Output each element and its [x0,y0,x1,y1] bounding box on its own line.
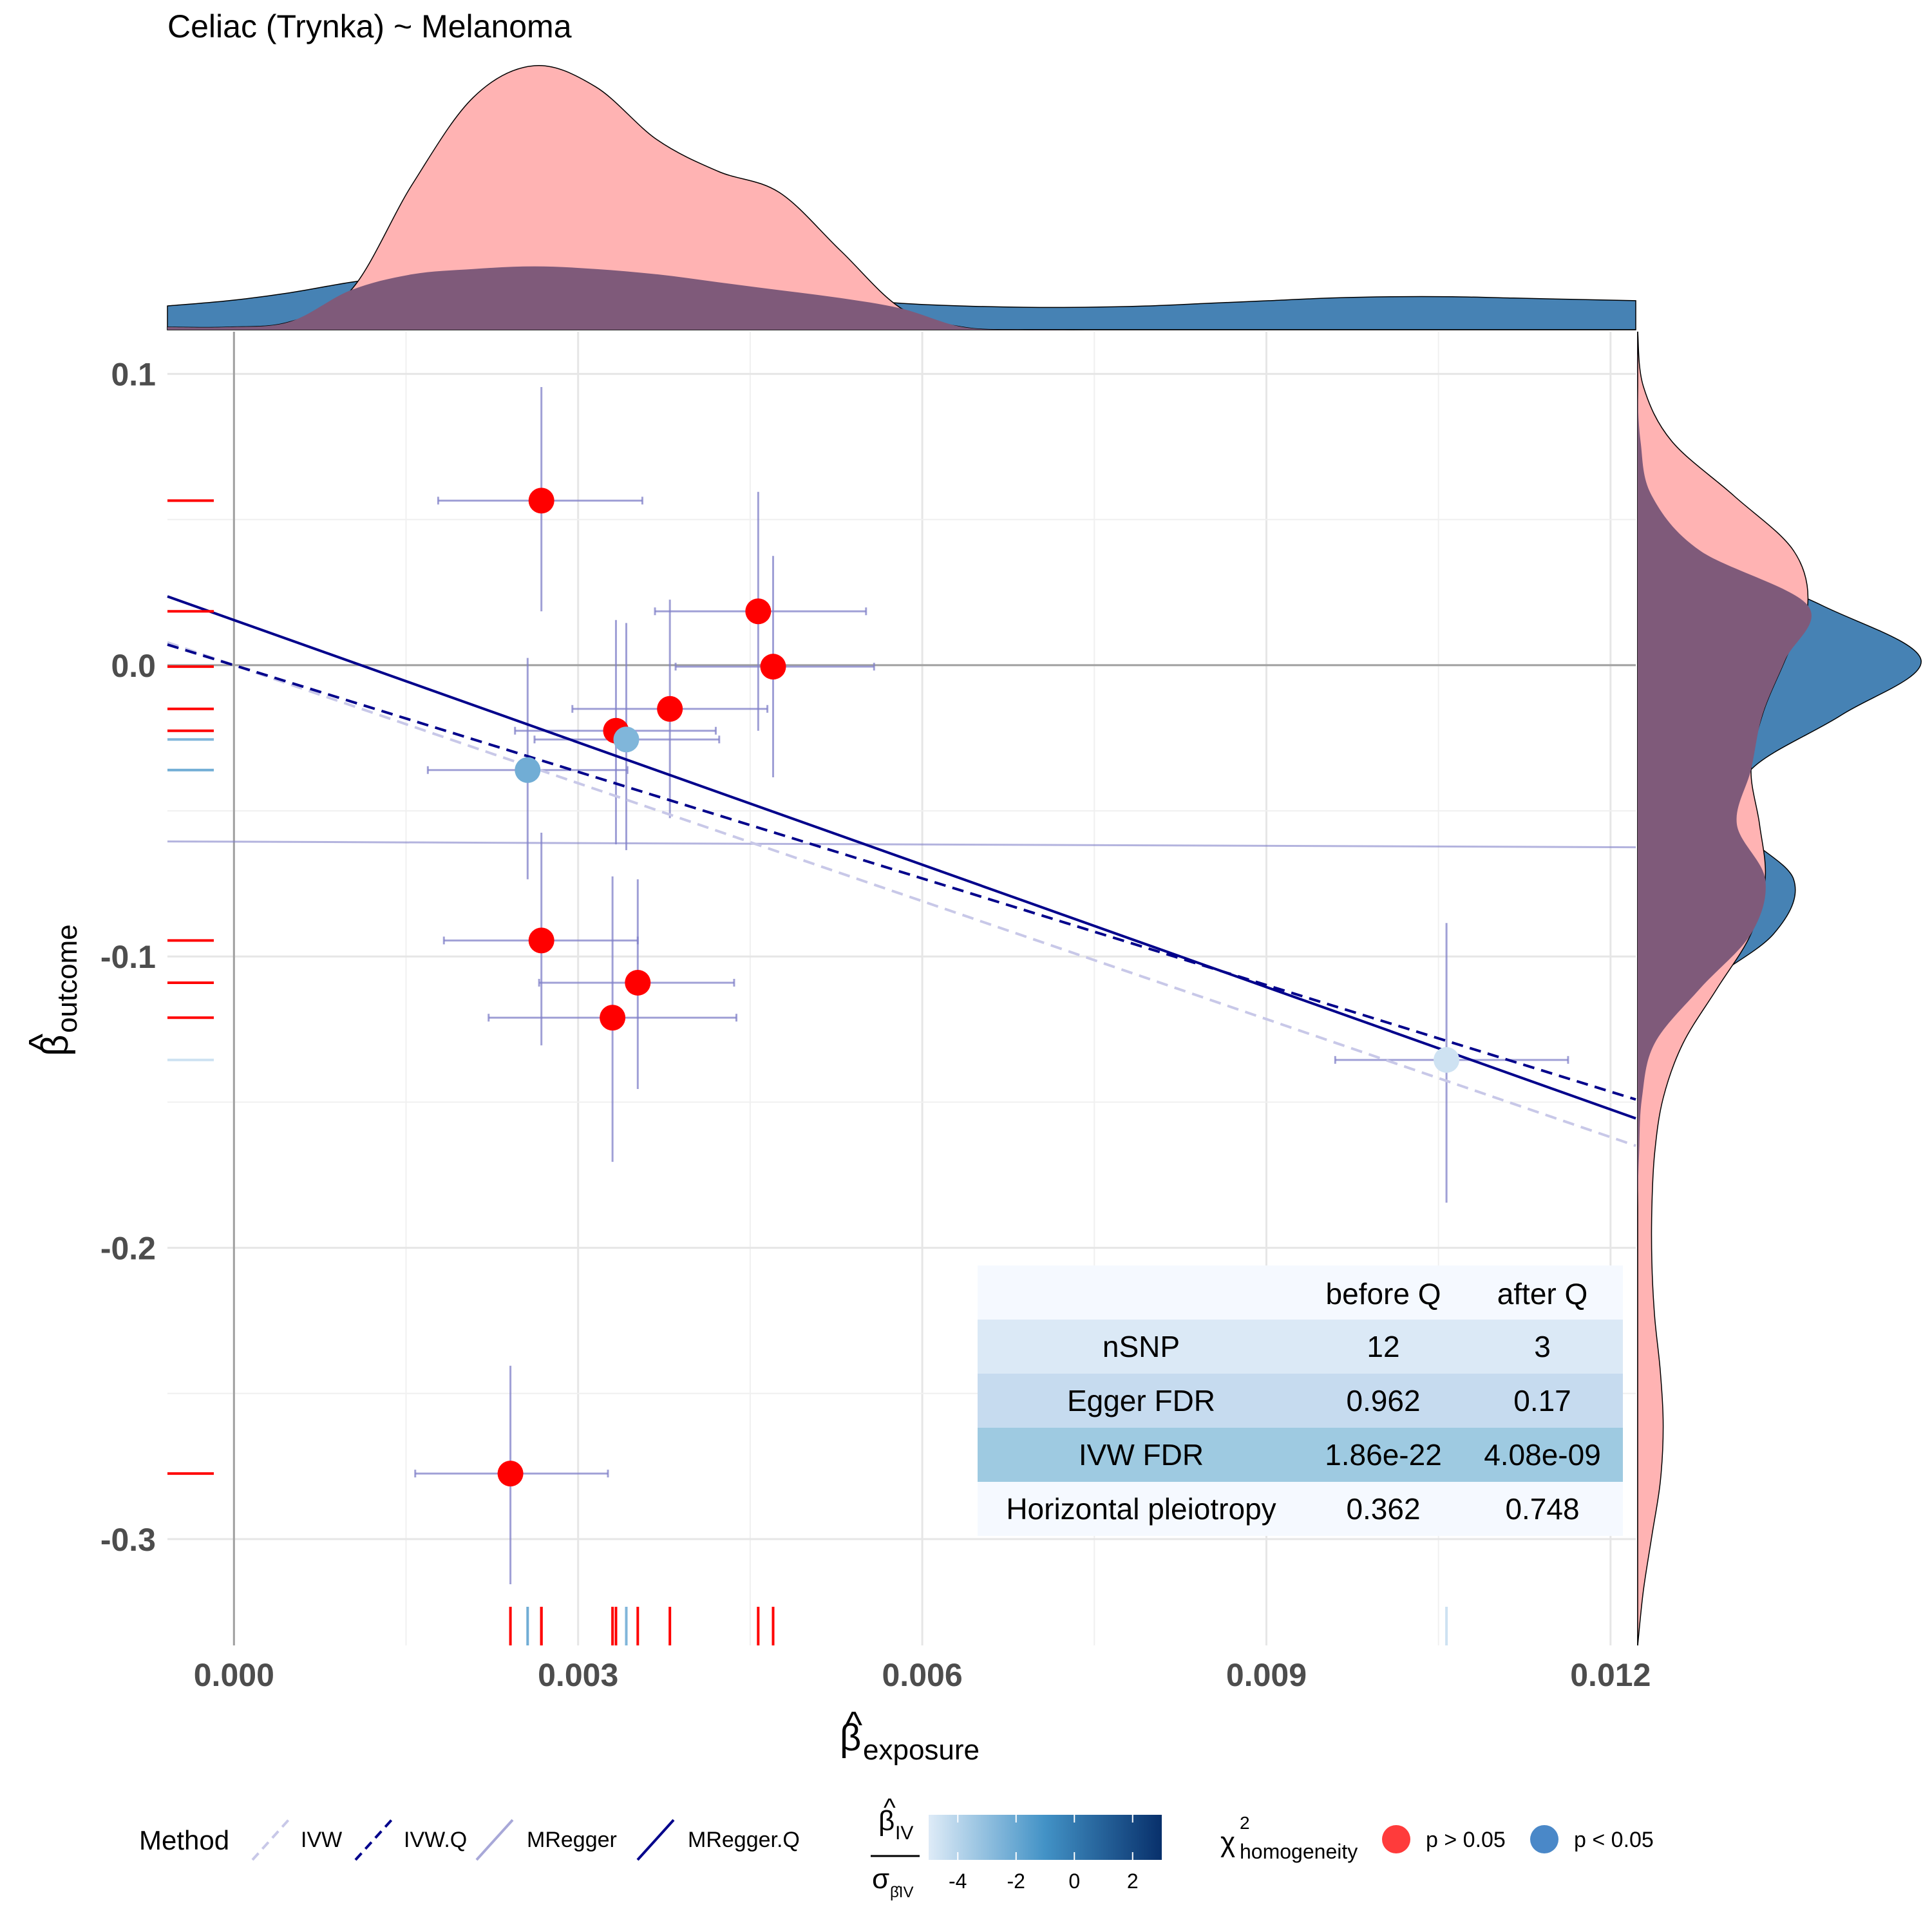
y-axis-title: ^ β outcome [21,924,83,1056]
colorbar [929,1815,1162,1860]
legend-key-red-point [1382,1825,1410,1853]
error-bar-horizontal-long [167,840,1636,849]
table-row-before: 0.362 [1346,1492,1420,1526]
table-row-after: 0.17 [1513,1384,1571,1417]
legend-label-mregger-q: MRegger.Q [688,1828,800,1852]
legend-colorbar: ^ β IV σ β̂IV -4 -2 0 2 [871,1794,1162,1901]
regression-line-ivw [167,641,1636,1148]
table-band-nsnp [978,1320,1623,1374]
legend-label-p-gt: p > 0.05 [1426,1828,1506,1852]
table-row-before: 1.86e-22 [1325,1438,1442,1472]
data-point [528,927,554,954]
x-tick-label: 0.000 [194,1657,274,1693]
density-top-overlap [167,266,1636,330]
data-point [497,1461,524,1487]
svg-text:^: ^ [21,1034,63,1051]
colorbar-title-den-sub: β̂IV [890,1884,913,1901]
x-axis-title-main: β [840,1717,861,1759]
y-tick-label: -0.1 [100,939,156,975]
table-row-label: nSNP [1103,1330,1180,1363]
y-tick-label: -0.2 [100,1231,156,1267]
y-tick-label: 0.1 [111,357,156,393]
svg-text:^: ^ [884,1794,896,1822]
data-point [528,488,554,514]
y-axis-title-sub: outcome [52,924,83,1033]
legend-key-ivw [251,1819,290,1861]
chi-title-sup: 2 [1240,1813,1250,1833]
density-right-overlap [1637,332,1812,1645]
zero-axis-lines [167,332,1636,1645]
colorbar-title-num-main: β [878,1805,895,1837]
right-density-panel [1636,331,1922,1646]
table-row-after: 4.08e-09 [1484,1438,1601,1472]
legend-homogeneity: χ 2 homogeneity p > 0.05 p < 0.05 [1220,1813,1654,1863]
table-row-after: 3 [1534,1330,1551,1363]
data-point [625,969,651,996]
table-row-before: 0.962 [1346,1384,1420,1417]
table-row-label: IVW FDR [1079,1438,1204,1472]
chart-title: Celiac (Trynka) ~ Melanoma [167,8,572,44]
legend-key-mregger [475,1819,514,1861]
grid-lines [167,332,1636,1645]
table-band-egger [978,1374,1623,1428]
top-density-panel [167,64,1636,331]
data-points [497,488,1460,1487]
tick-labels: 0.000 0.003 0.006 0.009 0.012 0.1 0.0 -0.1 -0.2 -… [100,357,1651,1693]
data-point [600,1005,626,1031]
legend-key-blue-point [1530,1825,1558,1853]
colorbar-tick-label: -2 [1007,1870,1025,1893]
x-tick-label: 0.006 [882,1657,963,1693]
x-tick-label: 0.009 [1226,1657,1307,1693]
colorbar-tick-label: -4 [949,1870,967,1893]
colorbar-tick-label: 0 [1068,1870,1080,1893]
legend-label-p-lt: p < 0.05 [1574,1828,1654,1852]
colorbar-title-num-sub: IV [895,1823,913,1844]
table-row-label: Horizontal pleiotropy [1006,1492,1276,1526]
table-row-label: Egger FDR [1067,1384,1215,1417]
x-axis-title-sub: exposure [863,1734,980,1766]
legend-label-ivw-q: IVW.Q [404,1828,467,1852]
legend-method-title: Method [139,1825,229,1855]
table-band-header [978,1265,1623,1320]
legend-label-mregger: MRegger [527,1828,617,1852]
y-tick-label: -0.3 [100,1522,156,1558]
table-band-ivw [978,1428,1623,1482]
regression-line-ivw-q [167,643,1636,1101]
table-band-pleio [978,1482,1623,1536]
x-axis-title: ^ β exposure [840,1704,980,1766]
regression-line-mregger-q [167,595,1636,1120]
svg-text:^: ^ [845,1704,862,1746]
x-tick-label: 0.003 [538,1657,618,1693]
y-axis-title-main: β [34,1035,76,1056]
table-header-after: after Q [1497,1277,1588,1311]
data-point [657,696,683,722]
data-point [613,726,639,753]
table-row-before: 12 [1367,1330,1399,1363]
summary-table: before Q after Q nSNP 12 3 Egger FDR 0.9… [978,1265,1623,1536]
y-tick-label: 0.0 [111,648,156,684]
data-point [1434,1046,1460,1073]
rug-marks [167,499,1448,1645]
colorbar-tick-label: 2 [1127,1870,1139,1893]
x-tick-label: 0.012 [1570,1657,1651,1693]
chi-title-sub: homogeneity [1240,1840,1358,1863]
legend-method: Method IVW IVW.Q MRegger MRegger.Q [139,1819,800,1861]
chi-title-main: χ [1220,1826,1235,1858]
table-header-before: before Q [1326,1277,1441,1311]
colorbar-title-den-main: σ [872,1863,889,1895]
legend-key-mregger-q [636,1819,675,1861]
legend-label-ivw: IVW [301,1828,342,1852]
data-point [745,598,772,625]
data-point [760,654,786,680]
regression-lines [167,595,1636,1148]
legend-key-ivw-q [354,1819,393,1861]
table-row-after: 0.748 [1505,1492,1579,1526]
data-point [515,757,541,783]
